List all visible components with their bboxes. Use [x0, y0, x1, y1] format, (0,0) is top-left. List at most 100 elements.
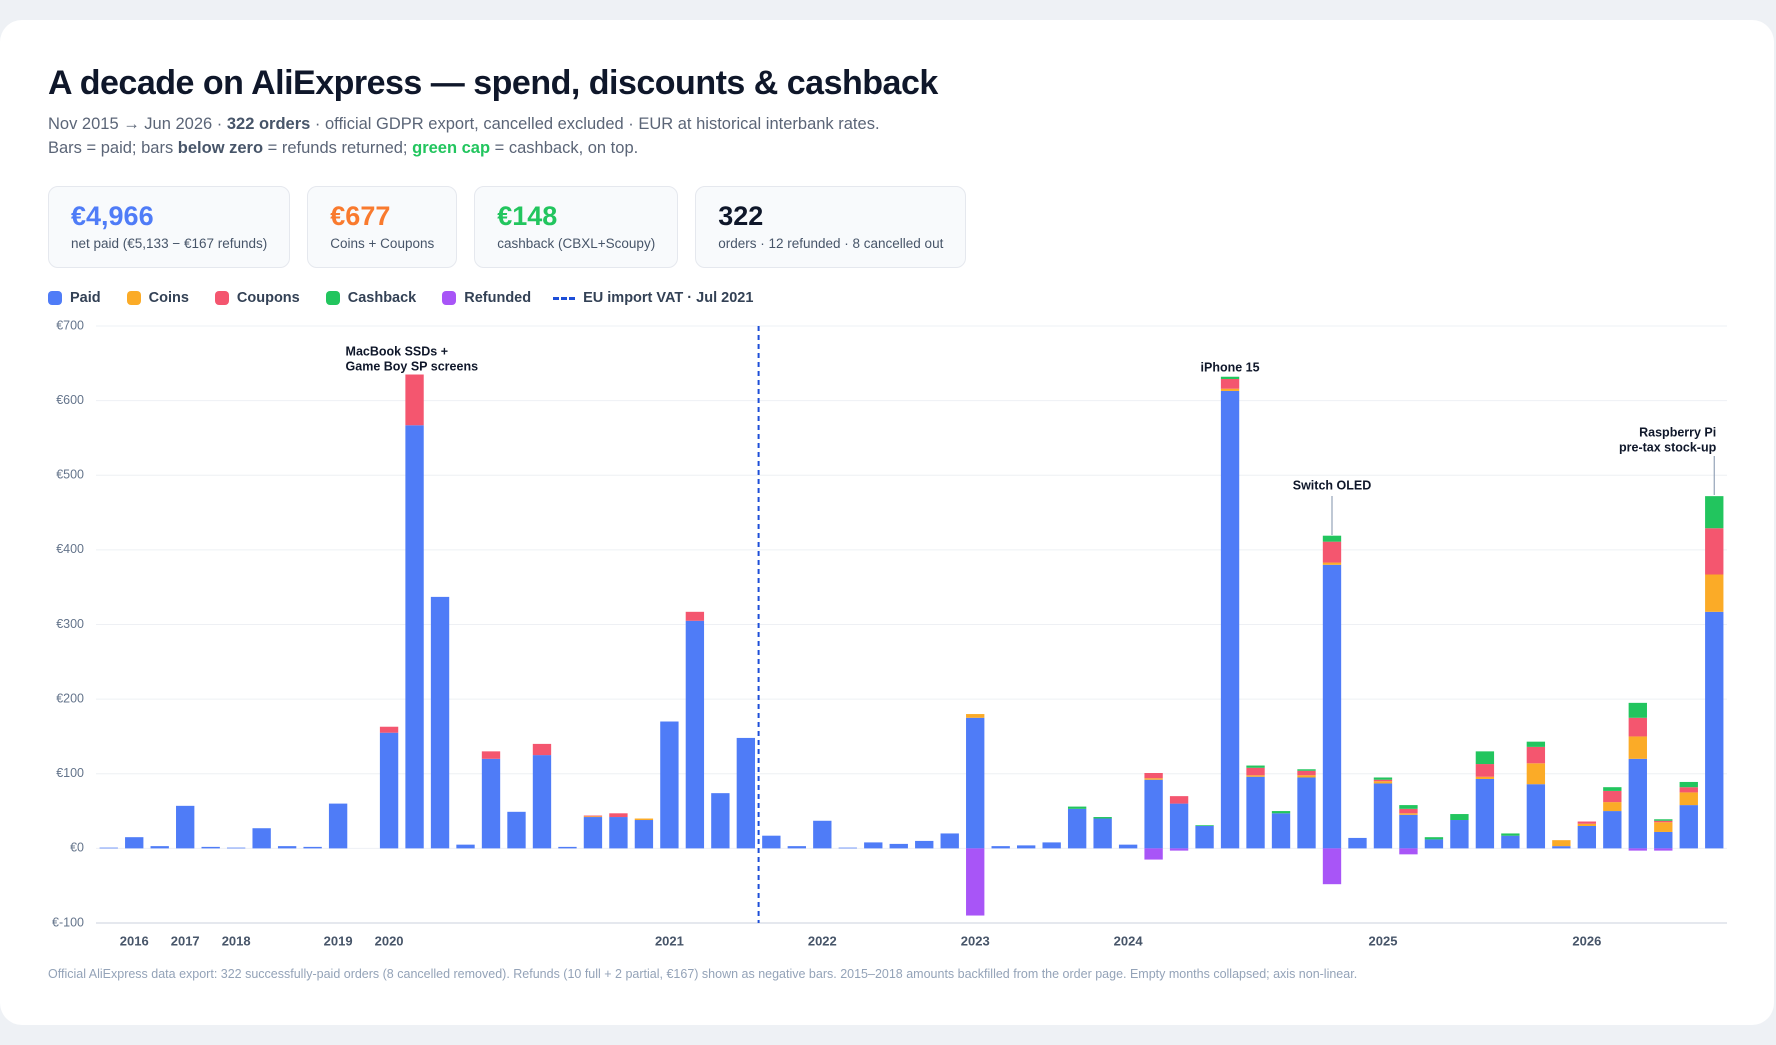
- bar-segment: [1628, 702, 1647, 718]
- bar-segment: [1373, 779, 1393, 782]
- bar-segment: [379, 732, 399, 849]
- bar-segment: [1679, 792, 1698, 806]
- bar-segment: [1552, 840, 1571, 847]
- bar-segment: [1042, 842, 1061, 849]
- bar-segment: [379, 726, 399, 733]
- bar-segment: [532, 755, 552, 849]
- kpi-label: Coins + Coupons: [330, 236, 435, 251]
- bar-segment: [1399, 814, 1418, 849]
- bar-segment: [1373, 783, 1393, 849]
- bar-segment: [532, 743, 552, 756]
- bar-segment: [226, 847, 246, 849]
- subtitle-text: Nov 2015 → Jun 2026 ·: [48, 115, 227, 133]
- bar-segment: [583, 815, 603, 817]
- bar-segment: [1169, 803, 1189, 849]
- bar-segment: [1603, 811, 1622, 849]
- bar-segment: [1628, 736, 1647, 759]
- bar-segment: [1679, 787, 1698, 793]
- bar-segment: [1526, 763, 1546, 785]
- bar-segment: [125, 837, 144, 849]
- y-tick-label: €-100: [52, 915, 84, 929]
- y-tick-label: €300: [56, 617, 84, 631]
- bar-segment: [328, 803, 348, 849]
- bar-segment: [609, 813, 628, 818]
- bar-segment: [1424, 837, 1444, 840]
- bar-segment: [1654, 820, 1673, 823]
- bar-segment: [1297, 777, 1316, 849]
- bar-segment: [1067, 806, 1087, 809]
- legend-item: Coupons: [214, 290, 300, 306]
- y-tick-label: €400: [56, 542, 84, 556]
- bar-segment: [1552, 846, 1571, 849]
- subtitle-text: · official GDPR export, cancelled exclud…: [310, 115, 880, 133]
- kpi-card: €677 Coins + Coupons: [307, 186, 458, 268]
- legend-label: Coins: [148, 290, 189, 306]
- legend-item: Paid: [48, 290, 101, 306]
- bar-segment: [1246, 765, 1265, 768]
- bar-segment: [1144, 779, 1163, 849]
- kpi-value: €677: [330, 201, 391, 231]
- bar-segment: [1093, 818, 1112, 849]
- legend: Paid Coins Coupons Cashback Refunded EU impor…: [48, 290, 753, 306]
- bar-segment: [1577, 823, 1597, 826]
- bar-segment: [430, 596, 450, 849]
- bar-segment: [1705, 528, 1724, 575]
- bar-segment: [1195, 825, 1214, 849]
- subtitle-text: Bars = paid; bars: [48, 139, 178, 157]
- bar-segment: [1271, 811, 1291, 814]
- bar-segment: [583, 817, 603, 849]
- bar-segment: [1322, 535, 1342, 542]
- legend-swatch: [214, 291, 229, 305]
- y-tick-label: €700: [56, 318, 84, 332]
- legend-label: Cashback: [347, 290, 417, 306]
- bar-segment: [1169, 848, 1189, 851]
- bar-segment: [838, 847, 857, 849]
- bar-segment: [915, 840, 934, 849]
- bar-segment: [1399, 813, 1418, 815]
- bar-segment: [966, 848, 985, 916]
- y-tick-label: €500: [56, 468, 84, 482]
- legend-label: Paid: [70, 290, 101, 306]
- bar-segment: [481, 758, 501, 849]
- legend-dash: [553, 296, 576, 300]
- legend-item: EU import VAT · Jul 2021: [553, 290, 753, 306]
- bar-segment: [1628, 717, 1647, 737]
- x-tick-label: 2021: [655, 933, 684, 948]
- legend-label: Coupons: [236, 290, 300, 306]
- bar-segment: [558, 846, 577, 849]
- bar-segment: [1526, 741, 1546, 747]
- bar-segment: [1322, 564, 1342, 849]
- bar-segment: [99, 847, 118, 849]
- subtitle-text: = cashback, on top.: [490, 139, 639, 157]
- bar-segment: [685, 620, 705, 849]
- bar-segment: [660, 721, 679, 849]
- bar-segment: [176, 805, 195, 849]
- bar-segment: [1322, 541, 1342, 563]
- kpi-card: 322 orders · 12 refunded · 8 cancelled ou…: [695, 186, 967, 268]
- bar-segment: [864, 842, 883, 849]
- bar-segment: [277, 846, 297, 849]
- bar-segment: [1603, 790, 1622, 803]
- annotation: Game Boy SP screens: [346, 359, 479, 373]
- kpi-card: €4,966 net paid (€5,133 − €167 refunds): [48, 186, 291, 268]
- bar-segment: [1144, 773, 1163, 779]
- bar-segment: [1220, 378, 1240, 389]
- kpi-card: €148 cashback (CBXL+Scoupy): [474, 186, 679, 268]
- kpi-value: €148: [497, 201, 558, 231]
- bar-segment: [405, 425, 424, 849]
- bar-segment: [201, 846, 220, 849]
- bar-segment: [966, 714, 985, 718]
- bar-segment: [1654, 822, 1673, 832]
- kpi-value: €4,966: [71, 201, 154, 231]
- bar-segment: [991, 846, 1010, 849]
- x-tick-label: 2018: [222, 933, 251, 948]
- bar-segment: [1017, 845, 1036, 849]
- bar-segment: [685, 611, 705, 621]
- bar-segment: [711, 793, 730, 849]
- bar-segment: [405, 374, 424, 426]
- bar-segment: [252, 828, 271, 849]
- bar-segment: [1373, 777, 1393, 780]
- bar-segment: [1093, 817, 1112, 819]
- annotation: Raspberry Pi: [1639, 425, 1716, 439]
